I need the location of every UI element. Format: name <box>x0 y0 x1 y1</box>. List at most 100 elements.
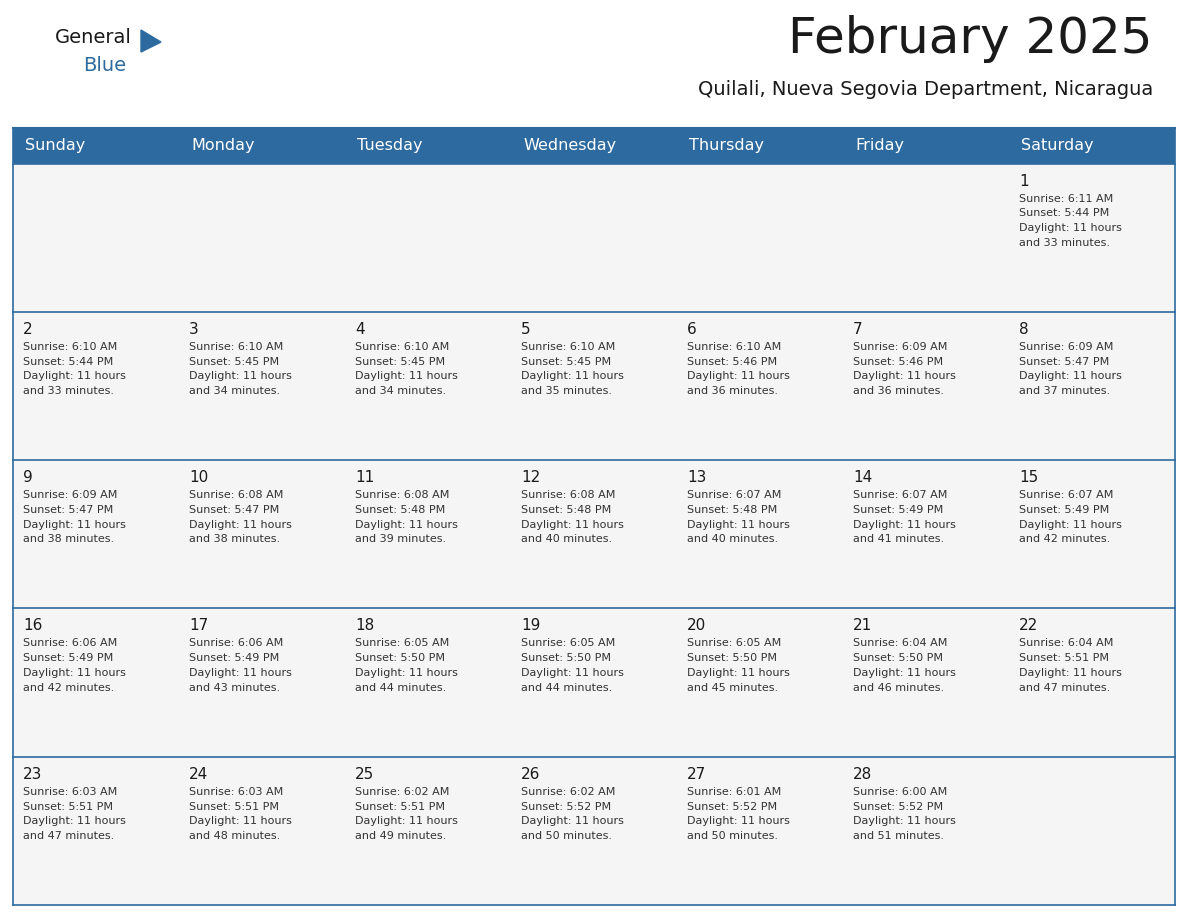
Text: and 42 minutes.: and 42 minutes. <box>1019 534 1111 544</box>
Text: Sunrise: 6:04 AM: Sunrise: 6:04 AM <box>853 638 947 648</box>
Text: General: General <box>55 28 132 47</box>
Text: Sunrise: 6:08 AM: Sunrise: 6:08 AM <box>522 490 615 500</box>
Text: 17: 17 <box>189 619 208 633</box>
Text: and 36 minutes.: and 36 minutes. <box>687 386 778 397</box>
Text: Daylight: 11 hours: Daylight: 11 hours <box>687 816 790 826</box>
Text: Sunset: 5:47 PM: Sunset: 5:47 PM <box>189 505 279 515</box>
Text: Sunset: 5:46 PM: Sunset: 5:46 PM <box>687 356 777 366</box>
Text: Sunrise: 6:02 AM: Sunrise: 6:02 AM <box>522 787 615 797</box>
Text: Daylight: 11 hours: Daylight: 11 hours <box>853 668 956 678</box>
Text: and 34 minutes.: and 34 minutes. <box>355 386 447 397</box>
Text: Sunset: 5:45 PM: Sunset: 5:45 PM <box>522 356 611 366</box>
Text: Sunset: 5:51 PM: Sunset: 5:51 PM <box>1019 654 1110 663</box>
Bar <box>13 312 1175 460</box>
Text: 20: 20 <box>687 619 706 633</box>
Text: Sunrise: 6:08 AM: Sunrise: 6:08 AM <box>355 490 449 500</box>
Text: Daylight: 11 hours: Daylight: 11 hours <box>355 372 457 381</box>
Bar <box>13 128 1175 905</box>
Text: 12: 12 <box>522 470 541 485</box>
Text: Sunset: 5:50 PM: Sunset: 5:50 PM <box>522 654 611 663</box>
Text: Daylight: 11 hours: Daylight: 11 hours <box>522 816 624 826</box>
Bar <box>13 460 1175 609</box>
Text: 26: 26 <box>522 767 541 782</box>
Text: Sunrise: 6:07 AM: Sunrise: 6:07 AM <box>687 490 782 500</box>
Text: Daylight: 11 hours: Daylight: 11 hours <box>522 668 624 678</box>
Text: and 46 minutes.: and 46 minutes. <box>853 683 944 693</box>
Text: 27: 27 <box>687 767 706 782</box>
Text: 2: 2 <box>23 322 32 337</box>
Text: Sunset: 5:47 PM: Sunset: 5:47 PM <box>23 505 113 515</box>
Text: Daylight: 11 hours: Daylight: 11 hours <box>355 668 457 678</box>
Text: Sunset: 5:45 PM: Sunset: 5:45 PM <box>355 356 446 366</box>
Text: Sunrise: 6:10 AM: Sunrise: 6:10 AM <box>522 341 615 352</box>
Text: Daylight: 11 hours: Daylight: 11 hours <box>687 668 790 678</box>
Text: Tuesday: Tuesday <box>358 139 423 153</box>
Text: Sunrise: 6:04 AM: Sunrise: 6:04 AM <box>1019 638 1113 648</box>
Text: and 51 minutes.: and 51 minutes. <box>853 831 944 841</box>
Text: Daylight: 11 hours: Daylight: 11 hours <box>355 520 457 530</box>
Text: Sunrise: 6:05 AM: Sunrise: 6:05 AM <box>522 638 615 648</box>
Text: Sunset: 5:52 PM: Sunset: 5:52 PM <box>687 801 777 812</box>
Text: Daylight: 11 hours: Daylight: 11 hours <box>687 520 790 530</box>
Text: and 43 minutes.: and 43 minutes. <box>189 683 280 693</box>
Text: Sunset: 5:51 PM: Sunset: 5:51 PM <box>355 801 446 812</box>
Text: Sunset: 5:50 PM: Sunset: 5:50 PM <box>355 654 446 663</box>
Bar <box>13 128 1175 163</box>
Text: 9: 9 <box>23 470 33 485</box>
Text: 7: 7 <box>853 322 862 337</box>
Text: Thursday: Thursday <box>689 139 764 153</box>
Text: Wednesday: Wednesday <box>523 139 617 153</box>
Text: and 38 minutes.: and 38 minutes. <box>189 534 280 544</box>
Text: Sunrise: 6:10 AM: Sunrise: 6:10 AM <box>355 341 449 352</box>
Text: Sunset: 5:49 PM: Sunset: 5:49 PM <box>23 654 113 663</box>
Text: 18: 18 <box>355 619 374 633</box>
Text: 14: 14 <box>853 470 872 485</box>
Text: Sunrise: 6:07 AM: Sunrise: 6:07 AM <box>1019 490 1113 500</box>
Text: Saturday: Saturday <box>1020 139 1094 153</box>
Text: Sunrise: 6:03 AM: Sunrise: 6:03 AM <box>23 787 118 797</box>
Text: Daylight: 11 hours: Daylight: 11 hours <box>853 372 956 381</box>
Text: 11: 11 <box>355 470 374 485</box>
Text: Daylight: 11 hours: Daylight: 11 hours <box>189 668 292 678</box>
Text: 28: 28 <box>853 767 872 782</box>
Text: Sunset: 5:48 PM: Sunset: 5:48 PM <box>522 505 612 515</box>
Text: and 38 minutes.: and 38 minutes. <box>23 534 114 544</box>
Text: Monday: Monday <box>191 139 254 153</box>
Text: Friday: Friday <box>855 139 904 153</box>
Text: Sunrise: 6:05 AM: Sunrise: 6:05 AM <box>355 638 449 648</box>
Text: Sunset: 5:50 PM: Sunset: 5:50 PM <box>853 654 943 663</box>
Text: Sunrise: 6:09 AM: Sunrise: 6:09 AM <box>1019 341 1113 352</box>
Text: and 35 minutes.: and 35 minutes. <box>522 386 612 397</box>
Text: Sunset: 5:52 PM: Sunset: 5:52 PM <box>853 801 943 812</box>
Text: 16: 16 <box>23 619 43 633</box>
Text: and 44 minutes.: and 44 minutes. <box>355 683 447 693</box>
Text: Sunset: 5:45 PM: Sunset: 5:45 PM <box>189 356 279 366</box>
Text: 23: 23 <box>23 767 43 782</box>
Text: and 44 minutes.: and 44 minutes. <box>522 683 612 693</box>
Text: Daylight: 11 hours: Daylight: 11 hours <box>189 520 292 530</box>
Bar <box>13 163 1175 312</box>
Text: Sunrise: 6:08 AM: Sunrise: 6:08 AM <box>189 490 284 500</box>
Text: Daylight: 11 hours: Daylight: 11 hours <box>1019 223 1121 233</box>
Text: Sunset: 5:49 PM: Sunset: 5:49 PM <box>189 654 279 663</box>
Text: Blue: Blue <box>83 56 126 75</box>
Text: Sunrise: 6:10 AM: Sunrise: 6:10 AM <box>687 341 782 352</box>
Text: Sunrise: 6:01 AM: Sunrise: 6:01 AM <box>687 787 782 797</box>
Text: Sunrise: 6:11 AM: Sunrise: 6:11 AM <box>1019 194 1113 204</box>
Text: Daylight: 11 hours: Daylight: 11 hours <box>23 520 126 530</box>
Text: Sunrise: 6:02 AM: Sunrise: 6:02 AM <box>355 787 449 797</box>
Text: Daylight: 11 hours: Daylight: 11 hours <box>1019 520 1121 530</box>
Text: and 34 minutes.: and 34 minutes. <box>189 386 280 397</box>
Text: 25: 25 <box>355 767 374 782</box>
Text: Quilali, Nueva Segovia Department, Nicaragua: Quilali, Nueva Segovia Department, Nicar… <box>697 80 1154 99</box>
Text: Sunset: 5:44 PM: Sunset: 5:44 PM <box>1019 208 1110 218</box>
Text: February 2025: February 2025 <box>789 15 1154 63</box>
Text: 13: 13 <box>687 470 707 485</box>
Text: 10: 10 <box>189 470 208 485</box>
Text: Sunrise: 6:00 AM: Sunrise: 6:00 AM <box>853 787 947 797</box>
Text: Sunrise: 6:06 AM: Sunrise: 6:06 AM <box>23 638 118 648</box>
Text: Sunset: 5:49 PM: Sunset: 5:49 PM <box>853 505 943 515</box>
Text: Sunrise: 6:10 AM: Sunrise: 6:10 AM <box>23 341 118 352</box>
Text: Daylight: 11 hours: Daylight: 11 hours <box>853 520 956 530</box>
Text: 15: 15 <box>1019 470 1038 485</box>
